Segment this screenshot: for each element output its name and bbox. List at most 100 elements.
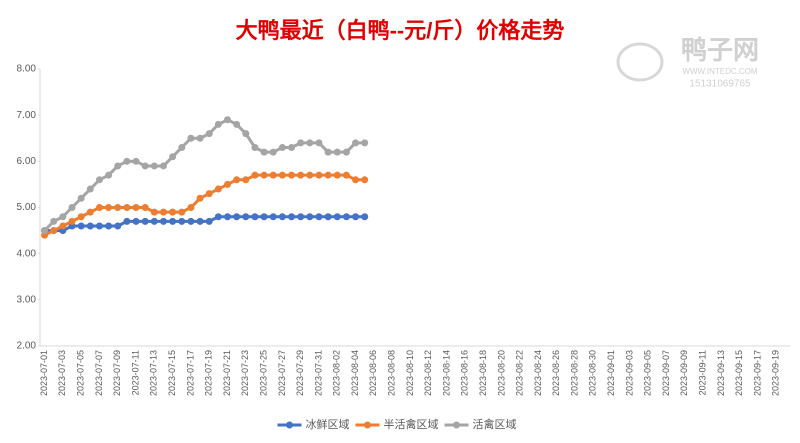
x-tick-label: 2023-07-25 — [258, 350, 268, 396]
data-point — [196, 194, 204, 202]
data-point — [141, 204, 149, 211]
data-point — [114, 204, 122, 211]
x-tick-label: 2023-08-20 — [496, 350, 506, 396]
y-tick-label: 4.00 — [17, 248, 37, 259]
x-tick-label: 2023-09-13 — [716, 350, 726, 396]
data-point — [59, 213, 67, 221]
data-point — [242, 213, 250, 221]
y-tick-label: 7.00 — [17, 110, 37, 121]
data-point — [278, 143, 286, 151]
x-tick-label: 2023-09-17 — [752, 350, 762, 396]
data-point — [150, 217, 158, 225]
data-point — [269, 171, 277, 179]
data-point — [214, 185, 222, 193]
data-point — [251, 143, 259, 151]
data-point — [260, 213, 268, 221]
data-point — [178, 143, 186, 151]
x-tick-label: 2023-07-17 — [185, 350, 195, 396]
data-point — [352, 139, 360, 147]
x-tick-label: 2023-08-14 — [441, 350, 451, 396]
data-point — [159, 162, 167, 170]
data-point — [141, 162, 149, 170]
data-point — [224, 180, 231, 188]
legend-label: 半活禽区域 — [384, 417, 439, 431]
x-tick-label: 2023-09-19 — [771, 350, 781, 396]
x-tick-label: 2023-07-23 — [240, 350, 250, 396]
data-point — [251, 171, 259, 179]
x-tick-label: 2023-07-05 — [76, 350, 86, 396]
data-point — [214, 213, 222, 221]
data-point — [269, 213, 277, 221]
data-point — [114, 222, 122, 230]
x-tick-label: 2023-08-02 — [332, 350, 342, 396]
legend-marker — [286, 421, 293, 429]
y-tick-label: 6.00 — [17, 156, 37, 167]
data-point — [288, 171, 296, 179]
legend-label: 活禽区域 — [473, 417, 517, 431]
data-point — [352, 213, 360, 221]
legend-marker — [364, 421, 371, 429]
data-point — [297, 171, 305, 179]
x-tick-label: 2023-09-15 — [734, 350, 744, 396]
x-tick-label: 2023-08-24 — [533, 350, 543, 396]
x-tick-label: 2023-08-06 — [368, 350, 378, 396]
x-tick-label: 2023-07-31 — [313, 350, 323, 396]
data-point — [169, 208, 177, 216]
x-tick-label: 2023-09-05 — [643, 350, 653, 396]
data-point — [132, 204, 140, 211]
x-tick-label: 2023-07-19 — [204, 350, 214, 396]
data-point — [150, 208, 158, 216]
data-point — [123, 157, 131, 165]
x-tick-label: 2023-08-12 — [423, 350, 433, 396]
x-tick-label: 2023-07-13 — [149, 350, 159, 396]
data-point — [260, 171, 268, 179]
y-tick-label: 5.00 — [17, 202, 37, 213]
data-point — [315, 171, 323, 179]
data-point — [306, 171, 314, 179]
y-tick-label: 2.00 — [17, 341, 37, 352]
data-point — [233, 120, 241, 128]
watermark: 鸭子网 WWW.INTEDC.COM 15131069765 — [616, 35, 759, 90]
x-tick-label: 2023-08-30 — [588, 350, 598, 396]
x-tick-label: 2023-09-01 — [606, 350, 616, 396]
watermark-url: WWW.INTEDC.COM — [682, 67, 757, 76]
data-point — [224, 116, 231, 124]
data-point — [224, 213, 231, 221]
data-point — [269, 148, 277, 156]
x-tick-label: 2023-08-10 — [405, 350, 415, 396]
data-point — [288, 213, 296, 221]
data-point — [205, 190, 213, 198]
series — [41, 171, 369, 239]
data-point — [333, 213, 341, 221]
x-tick-label: 2023-09-09 — [679, 350, 689, 396]
data-point — [361, 139, 369, 147]
data-point — [196, 217, 204, 225]
x-tick-label: 2023-09-03 — [624, 350, 634, 396]
x-tick-label: 2023-07-29 — [295, 350, 305, 396]
data-point — [86, 185, 94, 193]
data-point — [132, 217, 140, 225]
data-point — [352, 176, 360, 184]
data-point — [159, 208, 167, 216]
data-point — [123, 217, 131, 225]
legend-item: 冰鲜区域 — [277, 417, 350, 431]
data-point — [278, 213, 286, 221]
data-point — [297, 139, 305, 147]
data-point — [187, 204, 195, 211]
x-tick-label: 2023-07-15 — [167, 350, 177, 396]
data-point — [260, 148, 268, 156]
data-point — [242, 176, 250, 184]
data-point — [105, 171, 113, 179]
data-point — [361, 213, 369, 221]
x-tick-label: 2023-08-08 — [387, 350, 397, 396]
y-tick-label: 3.00 — [17, 294, 37, 305]
data-point — [95, 222, 103, 230]
data-point — [333, 148, 341, 156]
data-point — [95, 176, 103, 184]
data-point — [196, 134, 204, 142]
data-point — [342, 171, 350, 179]
data-point — [342, 148, 350, 156]
data-point — [50, 227, 58, 235]
legend-item: 活禽区域 — [444, 417, 517, 431]
